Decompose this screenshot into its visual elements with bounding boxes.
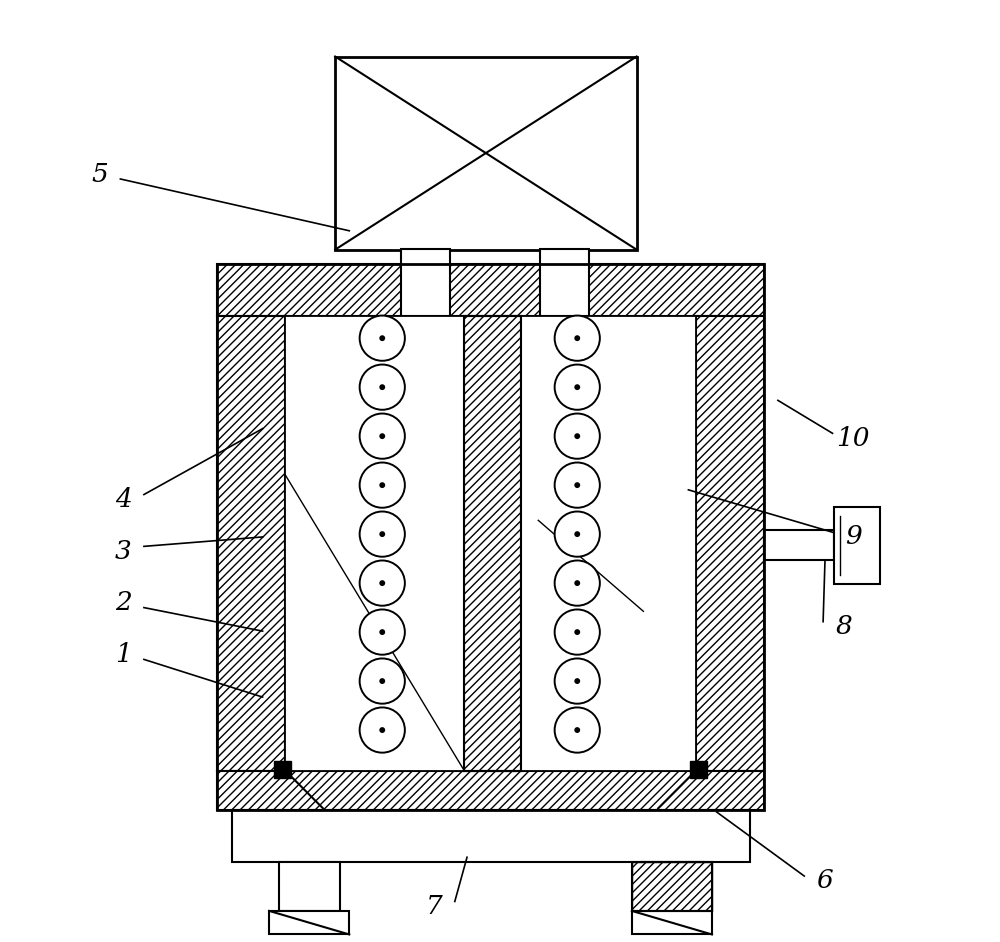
Circle shape [574,433,580,439]
Circle shape [555,414,600,459]
Circle shape [379,482,385,488]
Circle shape [574,727,580,733]
Bar [696,316,764,771]
Bar [641,862,703,911]
Text: 8: 8 [835,614,852,639]
Bar [217,264,764,810]
Circle shape [379,433,385,439]
Circle shape [379,384,385,390]
Bar [540,249,589,316]
Bar [232,810,750,862]
Text: 2: 2 [115,591,132,615]
Circle shape [555,463,600,508]
Bar [521,316,696,771]
Circle shape [379,335,385,341]
Circle shape [555,560,600,606]
Text: 6: 6 [817,869,833,893]
Circle shape [379,678,385,684]
Circle shape [555,609,600,655]
Circle shape [379,531,385,537]
Bar [632,862,712,911]
Circle shape [555,316,600,361]
Circle shape [360,658,405,704]
Circle shape [555,365,600,410]
Circle shape [574,678,580,684]
Circle shape [360,414,405,459]
Bar [217,771,764,810]
Circle shape [379,629,385,635]
Text: 4: 4 [115,487,132,512]
Bar [632,911,712,934]
Bar [401,249,450,316]
Polygon shape [274,761,291,778]
Bar [335,57,637,250]
Circle shape [574,335,580,341]
Circle shape [574,580,580,586]
Circle shape [555,512,600,557]
Circle shape [574,384,580,390]
Circle shape [379,727,385,733]
Circle shape [574,531,580,537]
Circle shape [574,482,580,488]
Bar [217,316,285,771]
Text: 9: 9 [845,525,862,549]
Text: 5: 5 [91,162,108,187]
Circle shape [360,316,405,361]
Bar [279,862,340,911]
Bar [464,316,521,771]
Circle shape [379,580,385,586]
Circle shape [360,512,405,557]
Bar [269,911,349,934]
Circle shape [360,609,405,655]
Text: 3: 3 [115,539,132,563]
Polygon shape [690,761,707,778]
Circle shape [574,629,580,635]
Bar [464,316,521,771]
Circle shape [360,463,405,508]
Bar [285,316,464,771]
Text: 7: 7 [426,894,442,918]
Circle shape [555,658,600,704]
Bar [764,530,834,560]
Circle shape [360,560,405,606]
Bar [217,264,764,316]
Circle shape [360,707,405,753]
Circle shape [555,707,600,753]
Text: 10: 10 [836,426,870,450]
Bar [632,862,712,911]
Text: 1: 1 [115,642,132,667]
Circle shape [360,365,405,410]
Bar [834,507,880,584]
